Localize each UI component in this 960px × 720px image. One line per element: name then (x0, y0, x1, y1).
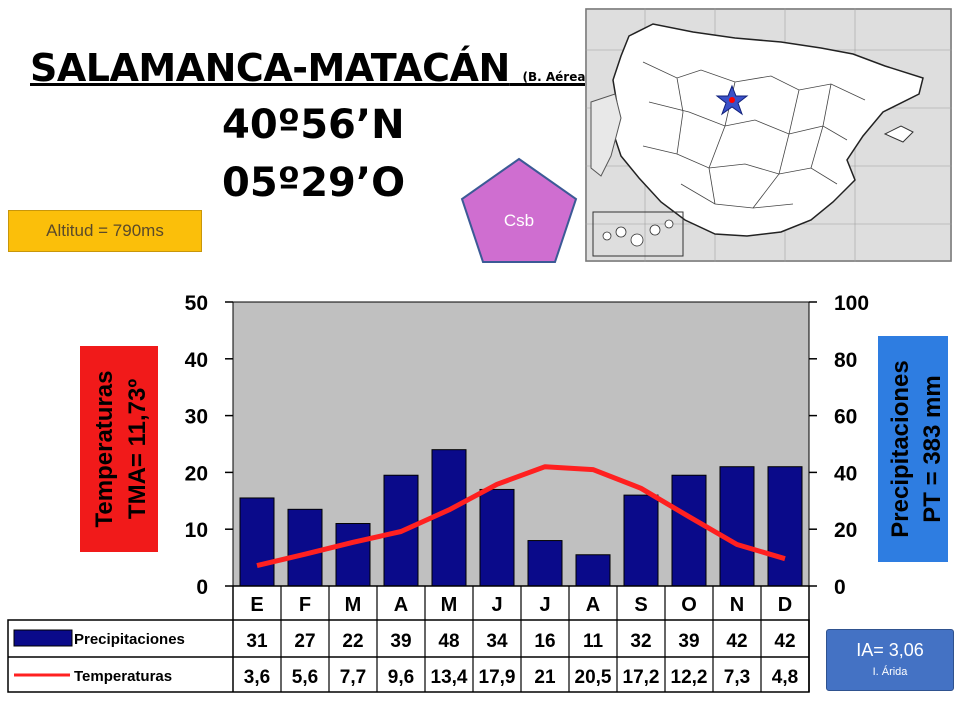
month-label: N (730, 594, 744, 616)
month-label: S (634, 594, 647, 616)
right-tick-label: 40 (834, 462, 857, 485)
precip-value: 27 (294, 631, 315, 652)
precipitation-bar (623, 494, 659, 587)
map-frame (585, 8, 952, 262)
station-note: (B. Aérea) (522, 70, 591, 84)
left-axis-label: Temperaturas (91, 371, 118, 528)
temp-value: 4,8 (772, 667, 798, 688)
month-label: J (491, 594, 502, 616)
precipitation-bar (431, 449, 467, 587)
climograph: Temperaturas TMA= 11,73º Precipitaciones… (7, 292, 948, 693)
climate-code-badge: Csb (460, 157, 578, 263)
right-axis-sublabel: PT = 383 mm (919, 375, 946, 522)
temp-value: 13,4 (431, 667, 468, 688)
month-label: E (250, 594, 263, 616)
precip-value: 48 (438, 631, 459, 652)
plot-area (232, 301, 810, 587)
month-label: M (441, 594, 458, 616)
precip-value: 42 (726, 631, 747, 652)
precipitation-bar (479, 488, 515, 587)
temp-value: 17,2 (623, 667, 660, 688)
precip-value: 31 (246, 631, 268, 652)
left-tick-label: 10 (185, 519, 208, 542)
right-tick-label: 100 (834, 292, 869, 315)
latitude-label: 40º56’N (222, 102, 405, 148)
precipitation-bar (767, 466, 803, 587)
month-label: D (778, 594, 792, 616)
precipitation-bar (575, 554, 611, 587)
station-title: SALAMANCA-MATACÁN (B. Aérea) (30, 46, 591, 90)
location-map (585, 8, 952, 262)
altitude-badge: Altitud = 790ms (8, 210, 202, 252)
right-tick-label: 20 (834, 519, 857, 542)
legend-temp-label: Temperaturas (74, 668, 172, 685)
precipitation-bar (719, 466, 755, 587)
legend-precip-label: Precipitaciones (74, 631, 185, 648)
climate-code: Csb (504, 211, 534, 230)
right-tick-label: 80 (834, 349, 857, 372)
canary-islands (602, 219, 674, 247)
temperature-line (256, 464, 786, 569)
temp-value: 12,2 (671, 667, 708, 688)
precip-value: 22 (342, 631, 363, 652)
temp-value: 17,9 (479, 667, 516, 688)
longitude-label: 05º29’O (222, 160, 406, 206)
left-axis-ticks: 0 10 20 30 40 50 (185, 292, 233, 599)
temp-value: 5,6 (292, 667, 318, 688)
left-tick-label: 20 (185, 462, 208, 485)
left-axis-sublabel: TMA= 11,73º (124, 379, 151, 519)
left-tick-label: 30 (185, 406, 208, 429)
right-tick-label: 60 (834, 406, 857, 429)
precip-value: 11 (583, 631, 604, 652)
location-marker-dot (729, 97, 735, 103)
month-label: O (681, 594, 697, 616)
precip-value: 34 (486, 631, 508, 652)
month-label: J (539, 594, 550, 616)
temp-value: 21 (534, 667, 556, 688)
left-tick-label: 0 (196, 576, 208, 599)
canary-inset (592, 211, 684, 257)
precip-value: 32 (630, 631, 651, 652)
portugal-outline (590, 93, 622, 177)
precip-value: 39 (678, 631, 699, 652)
temp-value: 7,7 (340, 667, 366, 688)
temp-value: 3,6 (244, 667, 270, 688)
data-table: Precipitaciones Temperaturas E 31 3,6 F 27 5,6 M… (7, 585, 810, 693)
month-label: F (299, 594, 311, 616)
precip-value: 16 (534, 631, 555, 652)
right-axis-label: Precipitaciones (887, 360, 914, 537)
precipitation-bars (239, 449, 803, 587)
iberian-peninsula-outline (610, 23, 924, 237)
precipitation-bar (287, 508, 323, 587)
legend-precip-swatch (13, 629, 73, 647)
precipitation-bar (239, 497, 275, 587)
precipitation-bar (671, 474, 707, 587)
month-label: M (345, 594, 362, 616)
precip-value: 39 (390, 631, 411, 652)
aridity-index-badge: IA= 3,06 I. Árida (826, 629, 954, 691)
precipitation-bar (527, 540, 563, 587)
aridity-index-label: I. Árida (872, 666, 908, 678)
month-label: A (394, 594, 408, 616)
temp-value: 20,5 (575, 667, 612, 688)
aridity-index-value: IA= 3,06 (856, 640, 924, 660)
month-label: A (586, 594, 600, 616)
left-tick-label: 50 (185, 292, 208, 315)
temperature-label-box (80, 346, 158, 552)
precip-value: 42 (774, 631, 795, 652)
right-axis-ticks: 0 20 40 60 80 100 (809, 292, 869, 599)
left-tick-label: 40 (185, 349, 208, 372)
station-name: SALAMANCA-MATACÁN (30, 46, 510, 90)
precipitation-bar (335, 523, 371, 587)
precipitation-label-box (878, 336, 948, 562)
right-tick-label: 0 (834, 576, 846, 599)
balearic-islands (883, 125, 914, 143)
temp-value: 9,6 (388, 667, 414, 688)
temp-value: 7,3 (724, 667, 750, 688)
pentagon-shape (460, 157, 578, 263)
